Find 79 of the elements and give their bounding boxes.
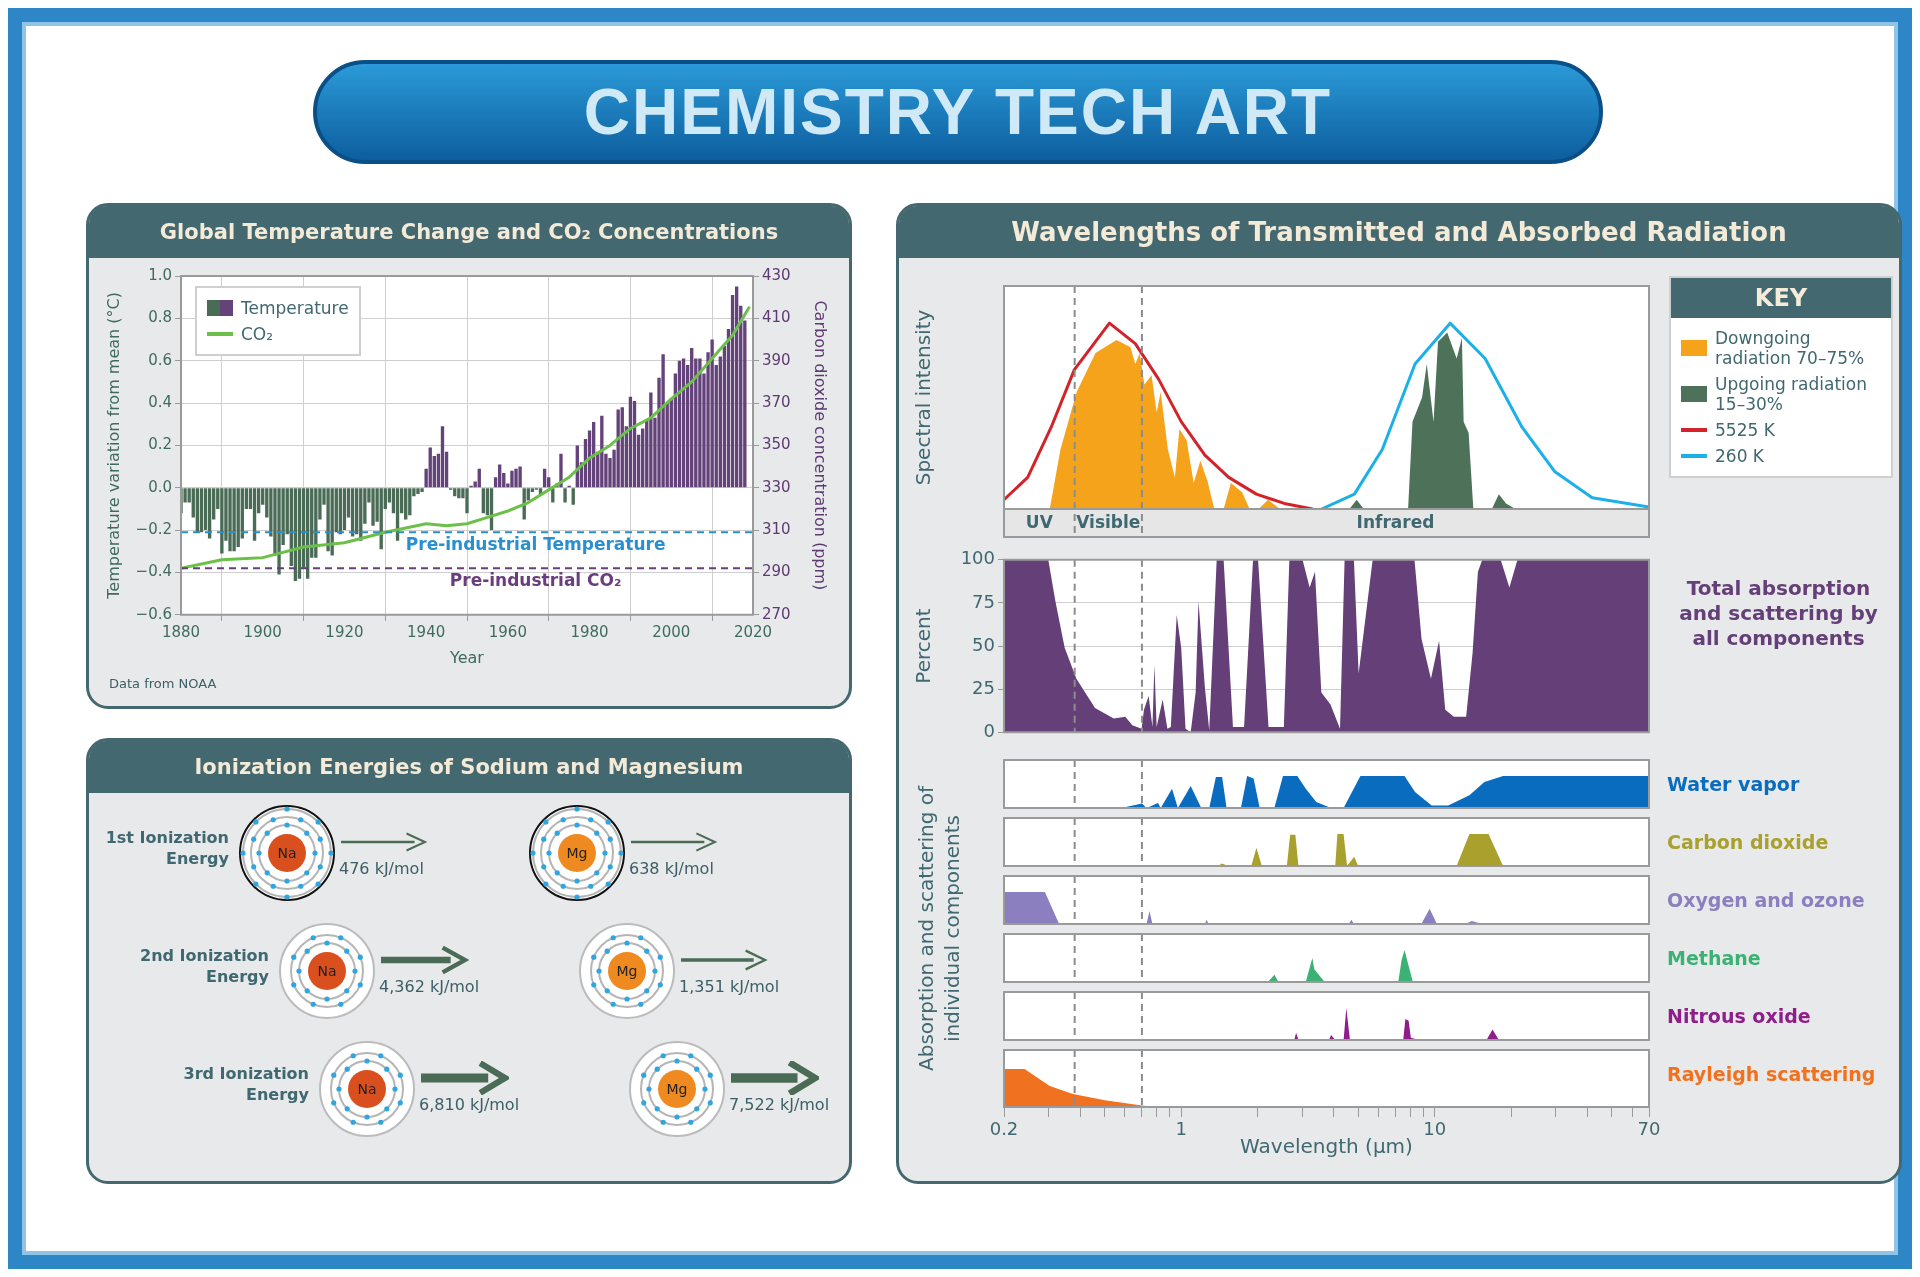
y2-tick-label: 270: [762, 604, 791, 623]
category-label: 1st Ionization Energy: [104, 827, 229, 869]
text: Na: [277, 845, 297, 861]
x-tick-label: 2000: [652, 622, 691, 641]
y-tick-label: −0.4: [135, 562, 172, 581]
text: Total absorption and scattering by all components: [1678, 576, 1879, 651]
data-label: 638 kJ/mol: [629, 859, 715, 878]
y-tick-label: 75: [972, 590, 995, 612]
y-axis-title: Absorption and scattering of individual components: [913, 784, 965, 1074]
y2-tick-label: 430: [762, 265, 791, 284]
text: Oxygen and ozone: [1667, 888, 1866, 913]
x-tick-label: 1980: [570, 622, 609, 641]
legend-title: KEY: [1671, 278, 1891, 318]
legend-label: Temperature: [241, 298, 349, 318]
data-label: 1,351 kJ/mol: [679, 977, 780, 996]
y-tick-label: 1.0: [148, 265, 172, 284]
x-tick-label: 1960: [488, 622, 527, 641]
series-label: Water vapor: [1667, 772, 1801, 797]
x-tick-label: 1920: [325, 622, 364, 641]
x-tick-label: 1900: [243, 622, 282, 641]
text: Mg: [616, 963, 638, 979]
text: Na: [317, 963, 337, 979]
text: Data from NOAA: [109, 676, 217, 691]
ref-line-label: Pre-industrial CO₂: [449, 570, 622, 591]
y-axis-title: Spectral intensity: [911, 309, 936, 486]
data-label: 6,810 kJ/mol: [419, 1095, 520, 1114]
y-tick-label: 0.6: [148, 350, 172, 369]
y2-tick-label: 350: [762, 435, 791, 454]
data-label: 7,522 kJ/mol: [729, 1095, 830, 1114]
y2-tick-label: 310: [762, 519, 791, 538]
y-tick-label: 50: [972, 633, 995, 655]
ref-line-label: Pre-industrial Temperature: [405, 534, 666, 555]
y2-tick-label: 410: [762, 308, 791, 327]
text: Carbon dioxide: [1667, 830, 1830, 855]
text: Rayleigh scattering: [1667, 1062, 1877, 1087]
chart-title: Wavelengths of Transmitted and Absorbed Radiation: [899, 206, 1899, 258]
text: UV: [1025, 512, 1054, 533]
x-tick-label: 1940: [407, 622, 446, 641]
legend-label: 5525 K: [1715, 420, 1775, 440]
y2-axis-title: Carbon dioxide concentration (ppm): [811, 300, 831, 591]
legend-label: 260 K: [1715, 446, 1764, 466]
x-tick-label: 1880: [161, 622, 201, 641]
y-axis-title: Temperature variation from mean (°C): [103, 292, 123, 600]
data-label: 4,362 kJ/mol: [379, 977, 480, 996]
x-axis-title: Wavelength (μm): [1240, 1134, 1413, 1159]
x-tick-label: 0.2: [989, 1118, 1019, 1140]
y2-tick-label: 370: [762, 392, 791, 411]
y-tick-label: 0.8: [148, 308, 172, 327]
y2-tick-label: 290: [762, 562, 791, 581]
y-tick-label: 25: [972, 676, 995, 698]
text: Visible: [1076, 512, 1141, 533]
y-tick-label: 0.0: [148, 477, 172, 496]
y-axis-title: Percent: [911, 608, 936, 684]
legend-label: CO₂: [241, 324, 274, 344]
category-label: 3rd Ionization Energy: [182, 1063, 309, 1105]
y2-tick-label: 390: [762, 350, 791, 369]
text: Infrared: [1356, 512, 1435, 533]
text: Ionization Energies of Sodium and Magnesium: [89, 741, 849, 793]
y-tick-label: 0.2: [148, 435, 172, 454]
y2-tick-label: 330: [762, 477, 791, 496]
text: Mg: [666, 1081, 688, 1097]
x-tick-label: 10: [1423, 1118, 1447, 1140]
legend-label: Downgoing radiation 70–75%: [1715, 328, 1866, 368]
x-tick-label: 70: [1637, 1118, 1661, 1140]
y-tick-label: 100: [960, 547, 995, 569]
data-label: 476 kJ/mol: [339, 859, 425, 878]
x-axis-title: Year: [449, 647, 485, 667]
text: Nitrous oxide: [1667, 1004, 1812, 1029]
x-tick-label: 2020: [733, 622, 773, 641]
text: CHEMISTRY TECH ART: [313, 60, 1603, 164]
chart-title: Global Temperature Change and CO₂ Concentrations: [89, 206, 849, 258]
legend-label: Upgoing radiation 15–30%: [1715, 374, 1869, 414]
y-tick-label: 0: [983, 719, 995, 741]
category-label: 2nd Ionization Energy: [139, 945, 269, 987]
y-tick-label: −0.6: [135, 604, 172, 623]
y-tick-label: −0.2: [135, 519, 172, 538]
text: Methane: [1667, 946, 1762, 971]
y-tick-label: 0.4: [148, 392, 172, 411]
x-tick-label: 1: [1175, 1118, 1187, 1140]
